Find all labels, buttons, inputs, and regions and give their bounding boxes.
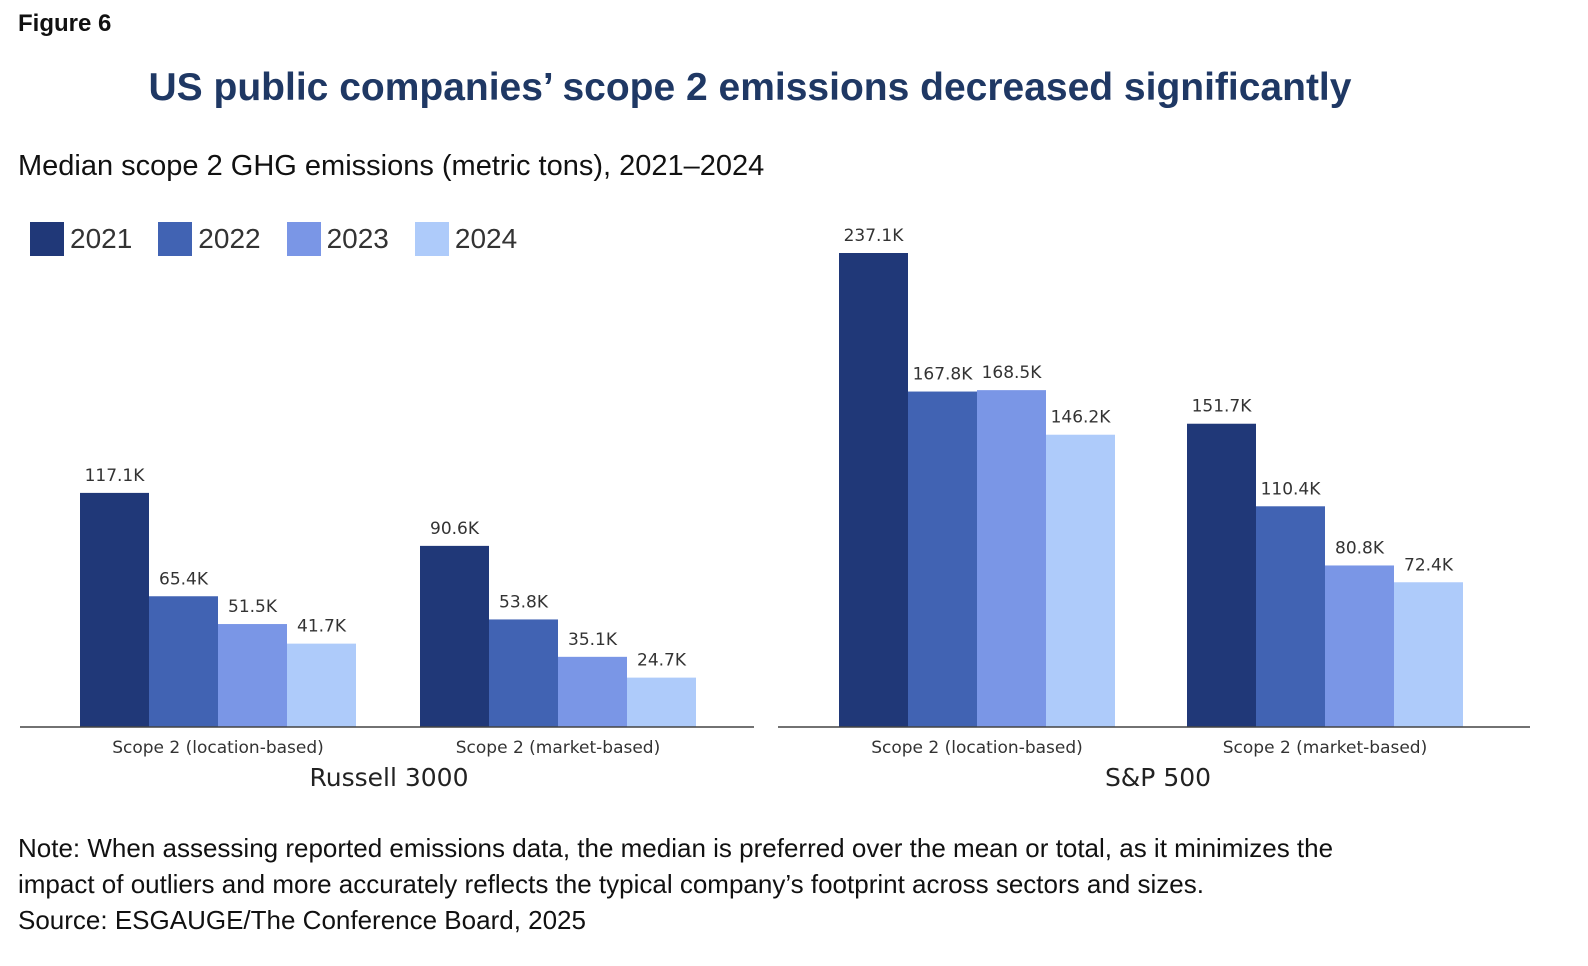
note-block: Note: When assessing reported emissions … <box>18 830 1568 938</box>
bar <box>80 492 149 727</box>
bar <box>489 619 558 727</box>
bar <box>1325 565 1394 727</box>
panel-label: S&P 500 <box>1105 763 1211 792</box>
note-line-1: Note: When assessing reported emissions … <box>18 833 1334 863</box>
category-label: Scope 2 (location-based) <box>112 738 324 758</box>
data-label: 117.1K <box>85 466 146 486</box>
data-label: 41.7K <box>297 617 347 637</box>
bar <box>420 545 489 727</box>
legend-swatch <box>30 222 64 256</box>
bar <box>627 677 696 727</box>
legend-item-2022: 2022 <box>158 222 261 256</box>
data-label: 80.8K <box>1335 538 1385 558</box>
data-label: 35.1K <box>568 630 618 650</box>
chart-subtitle: Median scope 2 GHG emissions (metric ton… <box>18 150 765 182</box>
data-label: 72.4K <box>1404 555 1454 575</box>
data-label: 168.5K <box>982 363 1043 383</box>
data-label: 65.4K <box>159 569 209 589</box>
category-label: Scope 2 (market-based) <box>1223 738 1427 758</box>
legend-label: 2022 <box>198 223 261 254</box>
data-label: 51.5K <box>228 597 278 617</box>
bar <box>908 391 977 727</box>
data-label: 167.8K <box>913 365 974 385</box>
category-label: Scope 2 (location-based) <box>871 738 1083 758</box>
data-label: 146.2K <box>1051 408 1112 428</box>
legend-label: 2023 <box>326 223 389 254</box>
legend-item-2021: 2021 <box>30 222 132 256</box>
data-label: 53.8K <box>499 592 549 612</box>
panel-label: Russell 3000 <box>310 763 469 792</box>
bar <box>1046 434 1115 727</box>
chart-title: US public companies’ scope 2 emissions d… <box>148 66 1352 109</box>
bar <box>1256 506 1325 727</box>
data-label: 237.1K <box>844 226 905 246</box>
bar <box>1394 582 1463 727</box>
note-line-2: impact of outliers and more accurately r… <box>18 869 1204 899</box>
data-label: 24.7K <box>637 651 687 671</box>
legend-label: 2021 <box>70 223 133 254</box>
source-line: Source: ESGAUGE/The Conference Board, 20… <box>18 905 586 935</box>
legend-label: 2024 <box>454 223 518 254</box>
bar <box>558 656 627 727</box>
category-label: Scope 2 (market-based) <box>456 738 660 758</box>
bar <box>287 643 356 727</box>
legend-swatch <box>414 222 449 256</box>
figure-label: Figure 6 <box>18 10 112 37</box>
data-label: 151.7K <box>1192 397 1253 417</box>
bar <box>1187 423 1256 727</box>
legend-swatch <box>158 222 193 256</box>
bar-chart: 117.1K 65.4K 51.5K 41.7K Scope 2 (location-b… <box>20 226 1530 792</box>
legend-item-2024: 2024 <box>414 222 518 256</box>
bar <box>149 596 218 727</box>
legend: 2021 2022 2023 2024 <box>30 222 517 256</box>
data-label: 110.4K <box>1261 479 1322 499</box>
legend-item-2023: 2023 <box>286 222 389 256</box>
bar <box>218 624 287 727</box>
legend-swatch <box>286 222 321 256</box>
bar <box>839 253 908 727</box>
data-label: 90.6K <box>430 519 480 539</box>
bar <box>977 390 1046 727</box>
